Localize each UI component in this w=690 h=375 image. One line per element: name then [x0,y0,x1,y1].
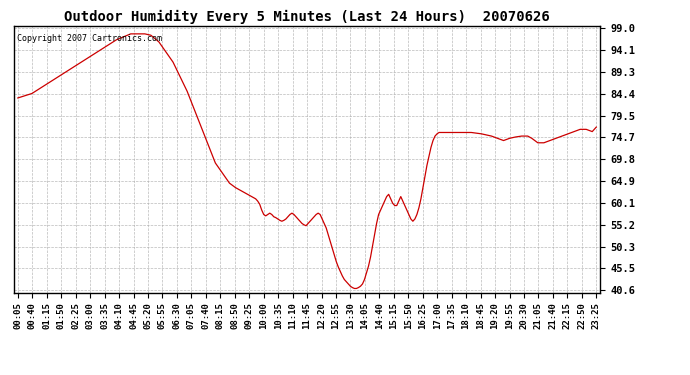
Text: Copyright 2007 Cartronics.com: Copyright 2007 Cartronics.com [17,34,161,43]
Title: Outdoor Humidity Every 5 Minutes (Last 24 Hours)  20070626: Outdoor Humidity Every 5 Minutes (Last 2… [64,9,550,24]
